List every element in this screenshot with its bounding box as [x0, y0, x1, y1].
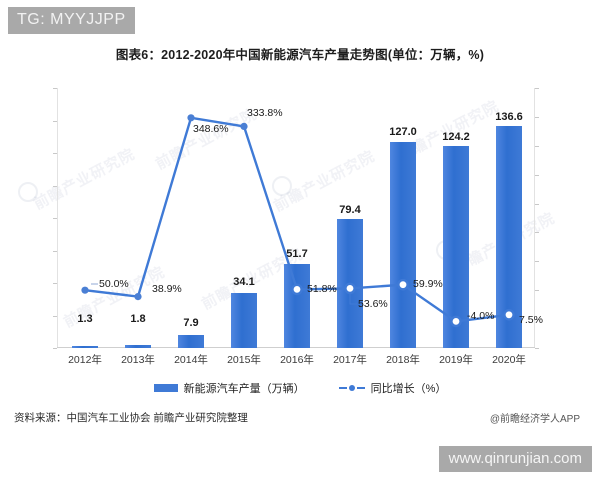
- x-axis-tick-label-2012: 2012年: [68, 354, 102, 366]
- line-marker-2017: [344, 282, 356, 295]
- line-value-2013: 38.9%: [152, 283, 182, 295]
- bar-value-2018: 127.0: [389, 126, 417, 138]
- line-marker-2015: [240, 122, 248, 130]
- legend-item-growth[interactable]: 同比增长（%）: [338, 380, 447, 396]
- legend-line-swatch-icon: [338, 383, 365, 393]
- chart-legend: 新能源汽车产量（万辆） 同比增长（%）: [0, 380, 600, 396]
- line-value-2019: -4.0%: [467, 310, 495, 322]
- line-marker-2019: [450, 315, 462, 328]
- line-value-2014: 348.6%: [193, 123, 229, 135]
- bar-2015: [231, 292, 257, 348]
- x-axis-tick-label-2017: 2017年: [333, 354, 367, 366]
- watermark-logo-icon: [18, 182, 38, 202]
- bar-2013: [125, 345, 151, 348]
- plot-area: 0 20 40 60 80 100 120 140 160 -50% 0% 50…: [53, 88, 543, 366]
- line-marker-2018: [397, 278, 409, 291]
- app-attribution: @前瞻经济学人APP: [489, 414, 580, 425]
- line-marker-2013: [134, 293, 142, 301]
- x-axis-tick-label-2014: 2014年: [174, 354, 208, 366]
- legend-label-production: 新能源汽车产量（万辆）: [183, 383, 305, 395]
- chart-title: 图表6：2012-2020年中国新能源汽车产量走势图(单位：万辆，%): [115, 48, 485, 62]
- bar-2012: [72, 345, 98, 348]
- line-marker-2014: [187, 114, 195, 122]
- bar-2014: [178, 335, 204, 348]
- line-value-2016: 51.8%: [307, 283, 337, 295]
- legend-label-growth: 同比增长（%）: [370, 383, 447, 395]
- bar-value-2015: 34.1: [233, 276, 255, 288]
- y-axis-left-line: [57, 88, 58, 348]
- x-axis-tick-label-2018: 2018年: [386, 354, 420, 366]
- x-axis-tick-label-2016: 2016年: [280, 354, 314, 366]
- bar-value-2014: 7.9: [183, 317, 199, 329]
- bar-value-2020: 136.6: [495, 111, 523, 123]
- y-axis-right-line: [534, 88, 535, 348]
- bar-value-2019: 124.2: [442, 131, 470, 143]
- bar-2016: [284, 264, 310, 348]
- legend-item-production[interactable]: 新能源汽车产量（万辆）: [153, 380, 305, 396]
- line-value-2015: 333.8%: [247, 107, 283, 119]
- line-value-2018: 59.9%: [413, 278, 443, 290]
- line-marker-2012: [81, 286, 89, 294]
- bar-value-2016: 51.7: [286, 248, 308, 260]
- bar-value-2012: 1.3: [77, 313, 93, 325]
- bar-value-2013: 1.8: [130, 313, 146, 325]
- bar-value-2017: 79.4: [339, 204, 361, 216]
- line-marker-2020: [503, 308, 515, 321]
- x-axis-tick-label-2013: 2013年: [121, 354, 155, 366]
- x-axis-tick-label-2020: 2020年: [492, 354, 526, 366]
- url-watermark-band: www.qinrunjian.com: [438, 446, 592, 472]
- bar-2018: [390, 141, 416, 348]
- legend-bar-swatch-icon: [153, 384, 178, 392]
- line-marker-2016: [291, 283, 303, 296]
- line-value-2017: 53.6%: [358, 298, 388, 310]
- line-value-2020: 7.5%: [519, 314, 543, 326]
- growth-line-series: [81, 114, 515, 328]
- tg-watermark-band: TG: MYYJJPP: [8, 7, 135, 34]
- source-note: 资料来源：中国汽车工业协会 前瞻产业研究院整理: [14, 412, 248, 424]
- x-axis-tick-label-2019: 2019年: [439, 354, 473, 366]
- line-value-2012: 50.0%: [99, 278, 129, 290]
- x-axis-tick-label-2015: 2015年: [227, 354, 261, 366]
